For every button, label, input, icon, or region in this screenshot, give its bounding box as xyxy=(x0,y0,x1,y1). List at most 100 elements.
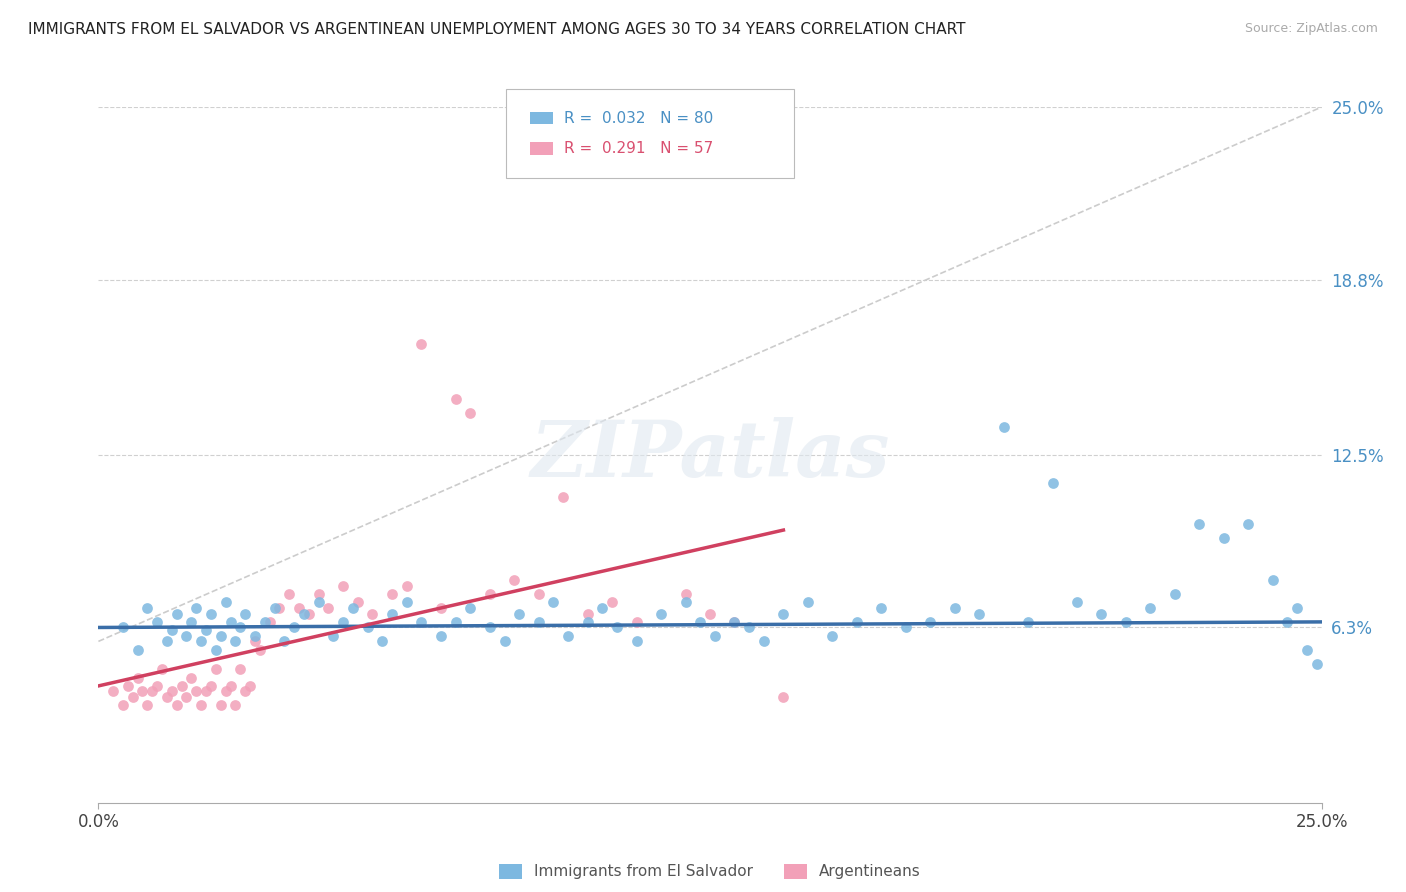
Point xyxy=(146,679,169,693)
Point xyxy=(224,634,246,648)
Point xyxy=(675,595,697,609)
Point xyxy=(478,620,501,634)
Point xyxy=(381,587,404,601)
Point xyxy=(205,642,228,657)
Point xyxy=(1164,587,1187,601)
Point xyxy=(395,579,418,593)
Text: Source: ZipAtlas.com: Source: ZipAtlas.com xyxy=(1244,22,1378,36)
Point xyxy=(381,607,404,621)
Point xyxy=(361,607,384,621)
Point xyxy=(894,620,917,634)
Point xyxy=(342,601,364,615)
Point xyxy=(395,595,418,609)
Point xyxy=(626,634,648,648)
Point xyxy=(1042,475,1064,490)
Point xyxy=(263,601,285,615)
Point xyxy=(1306,657,1329,671)
Point xyxy=(131,684,153,698)
Point xyxy=(209,629,232,643)
Point xyxy=(239,679,262,693)
Point xyxy=(444,392,467,407)
Point xyxy=(606,620,628,634)
Point xyxy=(557,629,579,643)
Point xyxy=(967,607,990,621)
Point xyxy=(127,671,149,685)
Point xyxy=(308,595,330,609)
Point xyxy=(503,573,526,587)
Point xyxy=(993,420,1015,434)
Point xyxy=(1277,615,1299,629)
Point xyxy=(292,607,315,621)
Point xyxy=(1139,601,1161,615)
Point xyxy=(543,595,565,609)
Point xyxy=(229,620,252,634)
Point xyxy=(121,690,143,704)
Point xyxy=(111,698,134,713)
Point xyxy=(772,690,794,704)
Point xyxy=(288,601,311,615)
Point xyxy=(101,684,124,698)
Point xyxy=(195,624,218,638)
Point xyxy=(136,601,159,615)
Point xyxy=(332,579,354,593)
Text: IMMIGRANTS FROM EL SALVADOR VS ARGENTINEAN UNEMPLOYMENT AMONG AGES 30 TO 34 YEAR: IMMIGRANTS FROM EL SALVADOR VS ARGENTINE… xyxy=(28,22,966,37)
Point xyxy=(626,615,648,629)
Point xyxy=(772,607,794,621)
Point xyxy=(1066,595,1088,609)
Point xyxy=(723,615,745,629)
Point xyxy=(845,615,868,629)
Point xyxy=(322,629,344,643)
Point xyxy=(870,601,893,615)
Point xyxy=(553,490,575,504)
Point xyxy=(920,615,942,629)
Point xyxy=(278,587,301,601)
Point xyxy=(346,595,368,609)
Point xyxy=(170,679,193,693)
Point xyxy=(209,698,232,713)
Point xyxy=(180,615,202,629)
Point xyxy=(371,634,394,648)
Point xyxy=(1237,517,1260,532)
Point xyxy=(136,698,159,713)
Point xyxy=(723,615,745,629)
Text: R =  0.291   N = 57: R = 0.291 N = 57 xyxy=(564,142,713,156)
Point xyxy=(1261,573,1284,587)
Point xyxy=(195,684,218,698)
Point xyxy=(689,615,711,629)
Point xyxy=(283,620,305,634)
Point xyxy=(127,642,149,657)
Point xyxy=(797,595,820,609)
Point xyxy=(253,615,276,629)
Point xyxy=(308,587,330,601)
Point xyxy=(332,615,354,629)
Point xyxy=(224,698,246,713)
Point xyxy=(214,684,236,698)
Point xyxy=(821,629,844,643)
Point xyxy=(166,698,188,713)
Point xyxy=(1188,517,1211,532)
Point xyxy=(190,634,212,648)
Point xyxy=(411,615,433,629)
Point xyxy=(186,601,208,615)
Point xyxy=(219,615,242,629)
Point xyxy=(1212,532,1234,546)
Point xyxy=(430,601,453,615)
Point xyxy=(150,662,173,676)
Point xyxy=(675,587,697,601)
Point xyxy=(430,629,453,643)
Point xyxy=(576,607,599,621)
Point xyxy=(650,607,672,621)
Point xyxy=(156,690,179,704)
Point xyxy=(738,620,761,634)
Point xyxy=(703,629,725,643)
Point xyxy=(269,601,291,615)
Point xyxy=(527,615,550,629)
Point xyxy=(160,624,183,638)
Point xyxy=(160,684,183,698)
Point xyxy=(318,601,340,615)
Point xyxy=(600,595,623,609)
Point xyxy=(478,587,501,601)
Legend: Immigrants from El Salvador, Argentineans: Immigrants from El Salvador, Argentinean… xyxy=(494,857,927,886)
Point xyxy=(233,684,256,698)
Point xyxy=(156,634,179,648)
